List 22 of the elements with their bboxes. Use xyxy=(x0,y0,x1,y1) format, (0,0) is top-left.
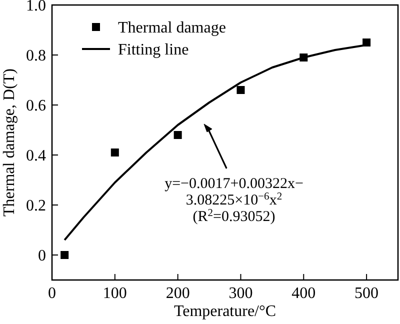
x-axis-title: Temperature/°C xyxy=(174,303,276,320)
y-tick-label: 0.4 xyxy=(26,148,46,165)
y-tick-label: 0.8 xyxy=(26,48,46,65)
annotation: y=−0.0017+0.00322x− xyxy=(164,176,304,192)
annotation: 3.08225×10$^{−6}$x$^{2}$ xyxy=(186,191,282,208)
x-tick-label: 200 xyxy=(166,285,190,302)
x-tick-label: 400 xyxy=(292,285,316,302)
x-tick-label: 100 xyxy=(102,285,127,302)
y-tick-label: 0.6 xyxy=(26,98,46,115)
x-tick-label: 500 xyxy=(354,285,379,302)
y-axis-title: Thermal damage, D(T) xyxy=(1,68,18,216)
point xyxy=(110,148,119,156)
legend-label: Fitting line xyxy=(118,42,189,59)
point xyxy=(174,131,182,139)
y-tick-label: 0.2 xyxy=(26,198,46,215)
point xyxy=(236,86,245,94)
legend-label: Thermal damage xyxy=(118,20,226,37)
y-tick-label: 0 xyxy=(38,248,46,265)
annotation: (R$^{2}$=0.93052) xyxy=(192,208,276,225)
x-tick-label: 300 xyxy=(228,285,253,302)
point xyxy=(60,251,69,259)
y-tick-label: 1.0 xyxy=(26,0,46,15)
